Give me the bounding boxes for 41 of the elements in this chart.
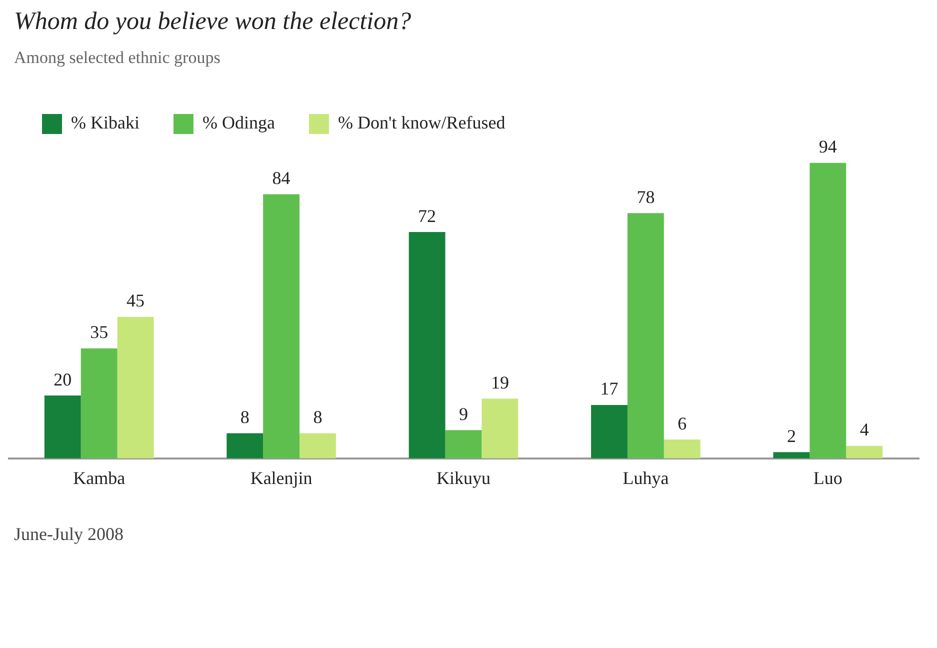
x-tick-label: Luo bbox=[813, 468, 842, 488]
bar bbox=[627, 213, 664, 458]
data-label: 6 bbox=[678, 413, 687, 434]
bar bbox=[226, 433, 264, 458]
legend-label: % Don't know/Refused bbox=[338, 112, 506, 133]
data-label: 2 bbox=[786, 426, 796, 446]
chart-subtitle: Among selected ethnic groups bbox=[14, 48, 222, 68]
data-label: 4 bbox=[860, 420, 869, 440]
x-tick-label: Kikuyu bbox=[436, 468, 490, 488]
bar bbox=[810, 162, 846, 458]
bar bbox=[263, 194, 300, 458]
data-label: 17 bbox=[600, 378, 618, 399]
x-tick-label: Kalenjin bbox=[250, 468, 312, 488]
data-label: 19 bbox=[490, 372, 509, 392]
legend-label: % Kibaki bbox=[71, 112, 140, 133]
data-label: 94 bbox=[818, 136, 837, 157]
data-label: 8 bbox=[313, 406, 322, 427]
bar bbox=[846, 446, 883, 458]
x-tick-label: Kamba bbox=[73, 468, 126, 488]
data-label: 72 bbox=[418, 206, 436, 226]
bar bbox=[591, 404, 628, 458]
data-label: 45 bbox=[126, 290, 145, 311]
bar bbox=[445, 430, 482, 458]
bar bbox=[44, 396, 81, 458]
bar bbox=[80, 348, 118, 458]
bar bbox=[300, 433, 336, 458]
bar bbox=[773, 452, 810, 458]
data-label: 78 bbox=[636, 186, 655, 207]
bar bbox=[408, 232, 446, 458]
text: June-July 2008 bbox=[14, 524, 124, 545]
bar bbox=[117, 316, 154, 458]
data-label: 84 bbox=[272, 168, 290, 188]
data-label: 8 bbox=[240, 406, 250, 427]
data-label: 9 bbox=[459, 404, 468, 424]
bar bbox=[664, 440, 700, 458]
data-label: 35 bbox=[90, 322, 108, 342]
data-label: 20 bbox=[54, 369, 72, 390]
x-tick-label: Luhya bbox=[622, 468, 669, 488]
legend-label: % Odinga bbox=[202, 112, 275, 133]
chart-title: Whom do you believe won the election? bbox=[14, 8, 412, 36]
bar bbox=[482, 398, 518, 458]
